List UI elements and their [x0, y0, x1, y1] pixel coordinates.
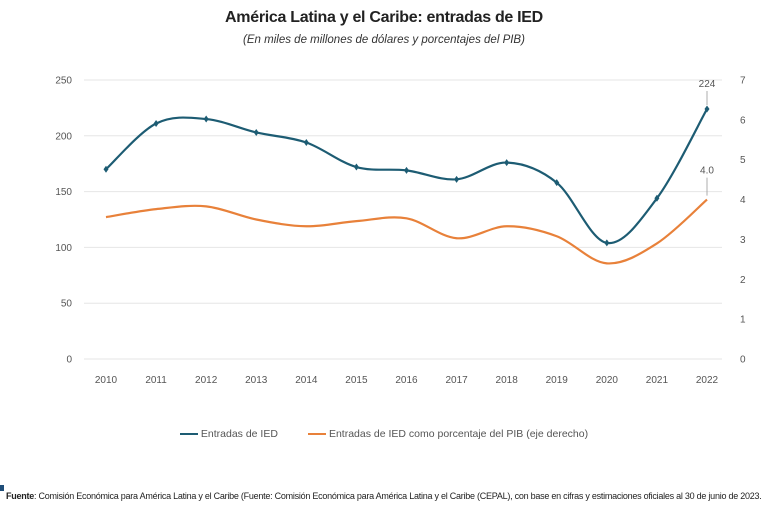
y-left-tick-label: 150 [55, 187, 72, 198]
y-right-tick-label: 3 [740, 235, 746, 246]
x-tick-label: 2012 [195, 375, 218, 386]
source-text: : Comisión Económica para América Latina… [34, 491, 762, 501]
legend-item-ied[interactable]: Entradas de IED [179, 428, 278, 440]
y-right-tick-label: 4 [740, 195, 746, 206]
legend-label-ied: Entradas de IED [200, 428, 278, 440]
y-right-tick-label: 6 [740, 115, 746, 126]
chart-subtitle: (En miles de millones de dólares y porce… [243, 34, 525, 46]
y-left-tick-label: 200 [55, 131, 72, 142]
data-point-ied [604, 239, 610, 247]
x-tick-label: 2019 [546, 375, 569, 386]
y-right-tick-label: 7 [740, 76, 746, 87]
data-label: 4.0 [700, 166, 714, 177]
x-tick-label: 2011 [145, 375, 167, 386]
data-point-ied [253, 128, 259, 136]
data-point-ied [554, 179, 560, 187]
data-point-ied [504, 159, 510, 167]
data-point-ied [654, 194, 660, 202]
data-point-ied [454, 175, 460, 183]
y-left-tick-label: 0 [66, 355, 72, 366]
data-label: 224 [699, 79, 716, 90]
data-point-ied [153, 120, 159, 128]
data-point-ied [203, 115, 209, 123]
x-tick-label: 2017 [445, 375, 468, 386]
legend: Entradas de IED Entradas de IED como por… [0, 428, 768, 440]
source-label: Fuente [6, 491, 35, 501]
y-left-tick-label: 100 [55, 243, 72, 254]
line-chart: 0 50 100 150 200 250 0 1 2 3 4 5 6 7 2010 2011 2012 2013 2… [55, 76, 746, 387]
x-tick-label: 2020 [596, 375, 619, 386]
data-point-ied [353, 163, 359, 171]
x-tick-label: 2021 [646, 375, 669, 386]
x-tick-label: 2016 [395, 375, 418, 386]
y-left-tick-label: 250 [55, 76, 72, 87]
data-point-ied [103, 165, 109, 173]
x-tick-label: 2013 [245, 375, 268, 386]
x-tick-label: 2022 [696, 375, 719, 386]
y-right-tick-label: 1 [740, 315, 746, 326]
y-right-tick-label: 2 [740, 275, 746, 286]
x-tick-label: 2014 [295, 375, 318, 386]
y-left-tick-label: 50 [61, 299, 73, 310]
corner-mark [0, 485, 4, 491]
x-tick-label: 2018 [496, 375, 519, 386]
chart-title: América Latina y el Caribe: entradas de … [225, 9, 543, 26]
data-point-ied [404, 166, 409, 174]
x-tick-label: 2010 [95, 375, 118, 386]
source-note: Fuente: Comisión Económica para América … [6, 491, 762, 501]
x-tick-label: 2015 [345, 375, 368, 386]
y-right-tick-label: 5 [740, 155, 746, 166]
series-line-ied [105, 108, 708, 245]
legend-swatch-ied [179, 433, 198, 435]
series-line-pib [105, 198, 708, 265]
legend-item-pib[interactable]: Entradas de IED como porcentaje del PIB … [307, 428, 589, 440]
legend-swatch-pib [307, 433, 326, 435]
data-point-ied [303, 138, 309, 146]
legend-label-pib: Entradas de IED como porcentaje del PIB … [328, 428, 589, 440]
y-right-tick-label: 0 [740, 355, 746, 366]
data-point-ied [704, 105, 710, 113]
